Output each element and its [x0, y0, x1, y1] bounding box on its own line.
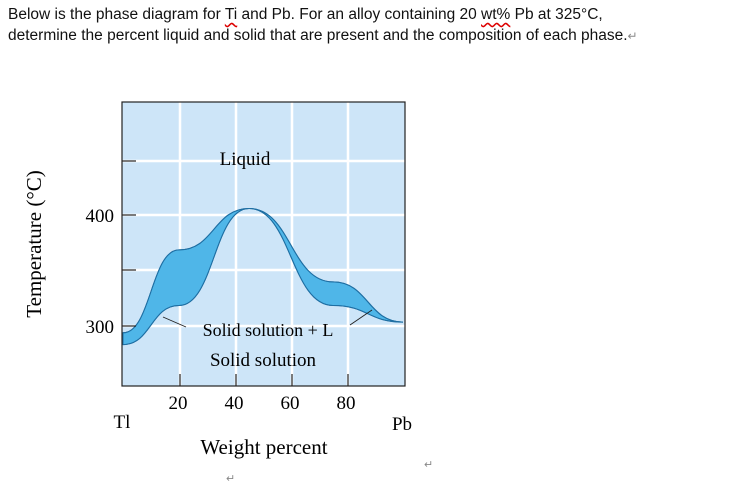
annotation-pointers — [162, 309, 373, 328]
x-axis-title: Weight percent — [200, 435, 327, 459]
region-label-solid: Solid solution — [210, 350, 317, 371]
paragraph-mark: ↵ — [424, 459, 433, 471]
region-label-liquid: Liquid — [220, 149, 271, 170]
y-tick-label-300: 300 — [86, 317, 115, 338]
pointer-left — [162, 316, 187, 328]
y-tick-label-400: 400 — [86, 206, 115, 227]
question-text-part: Pb at 325°C, — [510, 6, 603, 23]
question-text-part: determine the percent liquid and solid t… — [8, 27, 628, 44]
x-tick-label-40: 40 — [225, 393, 244, 414]
question-text-part: Below is the phase diagram for — [8, 6, 225, 23]
y-axis-title: Temperature (°C) — [22, 170, 46, 317]
question-text-part: and Pb. For an alloy containing 20 — [237, 6, 482, 23]
x-tick-label-20: 20 — [169, 393, 188, 414]
x-left-label: Tl — [114, 412, 131, 433]
question-text: Below is the phase diagram for Ti and Pb… — [8, 4, 730, 47]
x-ticks — [179, 374, 349, 386]
question-line-1: Below is the phase diagram for Ti and Pb… — [8, 4, 730, 25]
paragraph-mark: ↵ — [627, 29, 638, 43]
solidus-line — [122, 207, 404, 346]
pointer-right — [349, 309, 373, 326]
x-tick-label-80: 80 — [337, 393, 356, 414]
region-label-two-phase: Solid solution + L — [203, 320, 334, 340]
spellcheck-word-ti: Ti — [224, 6, 238, 23]
plot-border — [121, 101, 406, 387]
plot-background — [122, 102, 405, 386]
question-line-2: determine the percent liquid and solid t… — [8, 25, 730, 47]
paragraph-mark: ↵ — [226, 473, 235, 485]
x-tick-label-60: 60 — [281, 393, 300, 414]
x-right-label: Pb — [392, 414, 412, 435]
grid-vertical — [178, 102, 350, 386]
spellcheck-word-wt: wt% — [481, 6, 511, 23]
y-ticks — [122, 160, 136, 327]
